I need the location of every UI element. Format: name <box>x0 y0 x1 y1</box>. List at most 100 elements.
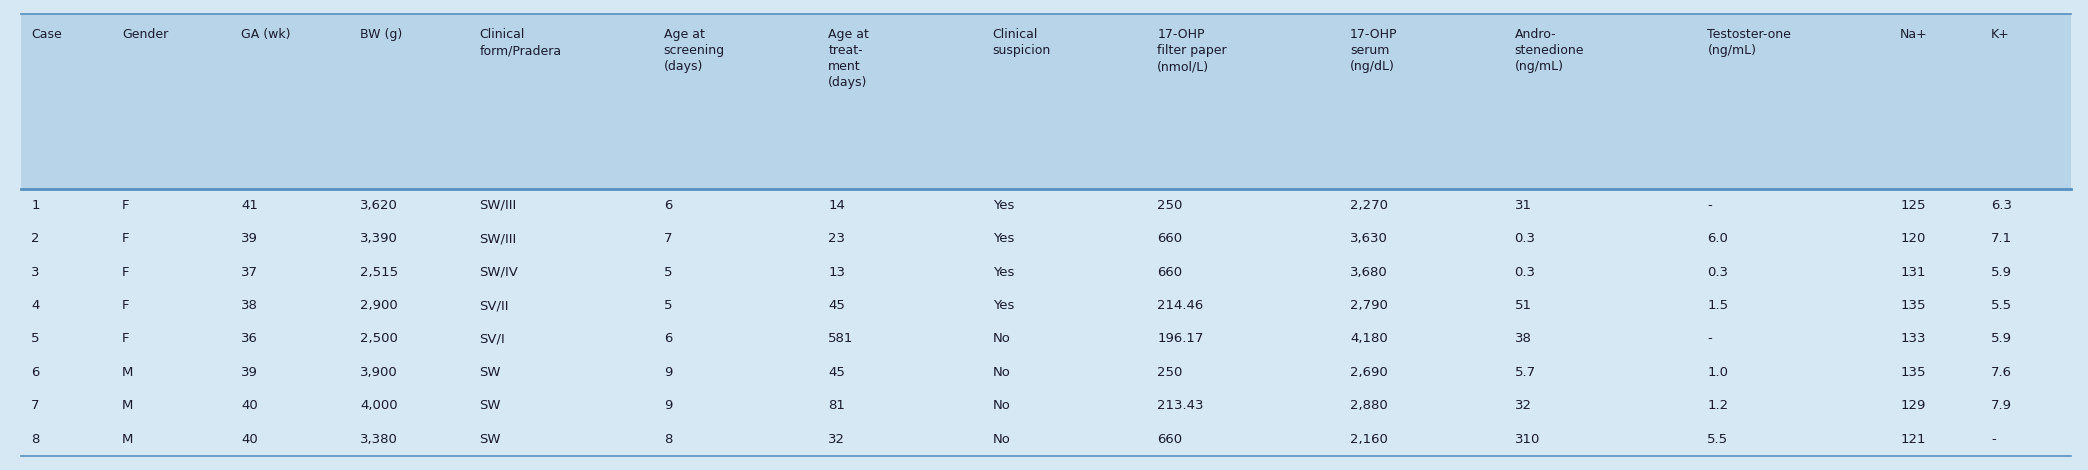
Text: SW: SW <box>480 366 501 379</box>
Text: M: M <box>121 433 134 446</box>
Text: 2: 2 <box>31 232 40 245</box>
Text: 39: 39 <box>242 232 259 245</box>
Text: 5: 5 <box>664 299 672 312</box>
Text: 7.9: 7.9 <box>1992 400 2013 412</box>
Bar <box>21 389 2071 423</box>
Text: 7.6: 7.6 <box>1992 366 2013 379</box>
Text: 2,270: 2,270 <box>1351 199 1389 212</box>
Text: Age at
screening
(days): Age at screening (days) <box>664 28 725 73</box>
Text: No: No <box>992 366 1011 379</box>
Bar <box>21 255 2071 289</box>
Text: 6.0: 6.0 <box>1708 232 1729 245</box>
Text: 32: 32 <box>829 433 846 446</box>
Text: 2,160: 2,160 <box>1351 433 1389 446</box>
Text: 133: 133 <box>1900 332 1925 345</box>
Text: 581: 581 <box>829 332 854 345</box>
Text: 36: 36 <box>242 332 259 345</box>
Text: 3,680: 3,680 <box>1351 266 1389 279</box>
Text: SW/III: SW/III <box>480 232 516 245</box>
Text: 3,390: 3,390 <box>361 232 399 245</box>
Text: 1.5: 1.5 <box>1708 299 1729 312</box>
Text: 2,500: 2,500 <box>361 332 399 345</box>
Text: Clinical
suspicion: Clinical suspicion <box>992 28 1050 57</box>
Text: 214.46: 214.46 <box>1157 299 1203 312</box>
Text: No: No <box>992 332 1011 345</box>
Text: 3,380: 3,380 <box>361 433 399 446</box>
Text: 2,900: 2,900 <box>361 299 399 312</box>
Text: 121: 121 <box>1900 433 1925 446</box>
Text: 2,690: 2,690 <box>1351 366 1389 379</box>
Text: Andro-
stenedione
(ng/mL): Andro- stenedione (ng/mL) <box>1514 28 1585 73</box>
Text: 7: 7 <box>664 232 672 245</box>
Text: 129: 129 <box>1900 400 1925 412</box>
Text: Clinical
form/Pradera: Clinical form/Pradera <box>480 28 562 57</box>
Text: Age at
treat-
ment
(days): Age at treat- ment (days) <box>829 28 869 89</box>
Text: 37: 37 <box>242 266 259 279</box>
Bar <box>21 322 2071 356</box>
Bar <box>21 222 2071 255</box>
Text: 45: 45 <box>829 299 846 312</box>
Text: 1.0: 1.0 <box>1708 366 1729 379</box>
Text: 40: 40 <box>242 433 259 446</box>
Bar <box>21 188 2071 222</box>
Text: 250: 250 <box>1157 366 1182 379</box>
Bar <box>21 423 2071 456</box>
Text: 135: 135 <box>1900 366 1925 379</box>
Text: 17-OHP
serum
(ng/dL): 17-OHP serum (ng/dL) <box>1351 28 1397 73</box>
Text: 0.3: 0.3 <box>1514 266 1535 279</box>
Text: 8: 8 <box>31 433 40 446</box>
Text: Testoster-one
(ng/mL): Testoster-one (ng/mL) <box>1708 28 1792 57</box>
Text: 0.3: 0.3 <box>1514 232 1535 245</box>
Text: 6: 6 <box>31 366 40 379</box>
Text: 125: 125 <box>1900 199 1925 212</box>
Text: 3,900: 3,900 <box>361 366 399 379</box>
Text: 7.1: 7.1 <box>1992 232 2013 245</box>
Text: 250: 250 <box>1157 199 1182 212</box>
Text: F: F <box>121 232 129 245</box>
Text: 2,790: 2,790 <box>1351 299 1389 312</box>
Text: 14: 14 <box>829 199 846 212</box>
Text: Yes: Yes <box>992 299 1015 312</box>
Text: 32: 32 <box>1514 400 1531 412</box>
Text: F: F <box>121 332 129 345</box>
Text: 660: 660 <box>1157 266 1182 279</box>
Text: SW: SW <box>480 400 501 412</box>
Text: 3,620: 3,620 <box>361 199 399 212</box>
Text: Na+: Na+ <box>1900 28 1927 41</box>
Text: 45: 45 <box>829 366 846 379</box>
Bar <box>21 14 2071 188</box>
Text: 660: 660 <box>1157 433 1182 446</box>
Text: 660: 660 <box>1157 232 1182 245</box>
Text: 5.9: 5.9 <box>1992 266 2013 279</box>
Text: 7: 7 <box>31 400 40 412</box>
Text: 120: 120 <box>1900 232 1925 245</box>
Text: 3,630: 3,630 <box>1351 232 1389 245</box>
Text: 4,180: 4,180 <box>1351 332 1389 345</box>
Text: 0.3: 0.3 <box>1708 266 1729 279</box>
Text: 310: 310 <box>1514 433 1541 446</box>
Text: 40: 40 <box>242 400 259 412</box>
Bar <box>21 356 2071 389</box>
Text: 38: 38 <box>242 299 259 312</box>
Text: 135: 135 <box>1900 299 1925 312</box>
Text: -: - <box>1992 433 1996 446</box>
Text: M: M <box>121 366 134 379</box>
Text: 6.3: 6.3 <box>1992 199 2013 212</box>
Text: 3: 3 <box>31 266 40 279</box>
Text: Yes: Yes <box>992 266 1015 279</box>
Text: M: M <box>121 400 134 412</box>
Text: GA (wk): GA (wk) <box>242 28 290 41</box>
Text: 213.43: 213.43 <box>1157 400 1203 412</box>
Text: 17-OHP
filter paper
(nmol/L): 17-OHP filter paper (nmol/L) <box>1157 28 1228 73</box>
Text: SV/I: SV/I <box>480 332 505 345</box>
Text: No: No <box>992 400 1011 412</box>
Text: 41: 41 <box>242 199 259 212</box>
Text: Case: Case <box>31 28 63 41</box>
Text: 4: 4 <box>31 299 40 312</box>
Text: SV/II: SV/II <box>480 299 509 312</box>
Text: F: F <box>121 266 129 279</box>
Text: F: F <box>121 199 129 212</box>
Text: 6: 6 <box>664 332 672 345</box>
Text: Yes: Yes <box>992 199 1015 212</box>
Text: 4,000: 4,000 <box>361 400 399 412</box>
